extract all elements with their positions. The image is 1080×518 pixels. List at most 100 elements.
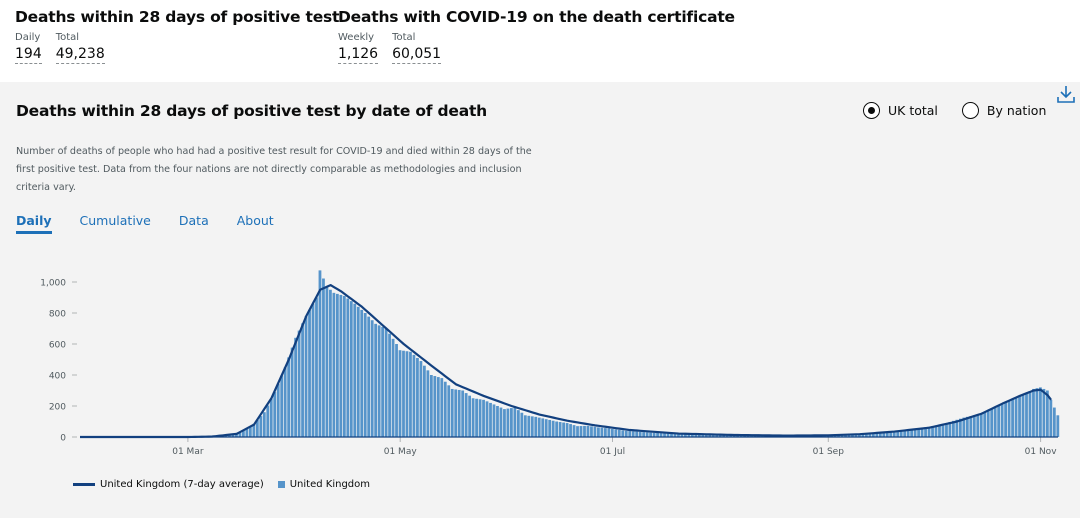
daily-deaths-bar — [948, 421, 952, 437]
daily-deaths-bar — [579, 426, 583, 437]
deaths-chart: 0 200 400 600 800 1,000 01 Mar 01 May 01 Jul 01 S… — [0, 252, 1080, 492]
daily-deaths-bar — [725, 435, 729, 437]
daily-deaths-bar — [603, 428, 607, 437]
tab-cumulative[interactable]: Cumulative — [79, 213, 151, 228]
radio-uk-total[interactable]: UK total — [863, 102, 938, 119]
daily-deaths-bar — [889, 431, 893, 437]
daily-deaths-bar — [255, 419, 259, 437]
metric-label: Total — [55, 32, 80, 43]
daily-deaths-bar — [489, 402, 492, 437]
summary-block-death-certificate: Deaths with COVID-19 on the death certif… — [338, 8, 735, 64]
tab-daily[interactable]: Daily — [16, 213, 52, 234]
daily-deaths-bar — [861, 434, 865, 437]
daily-deaths-bar — [899, 430, 903, 437]
daily-deaths-bar — [537, 417, 541, 438]
daily-deaths-bar — [238, 431, 242, 437]
radio-selected-icon[interactable] — [863, 102, 880, 119]
legend-item-average[interactable]: United Kingdom (7-day average) — [73, 479, 264, 490]
daily-deaths-bar — [325, 286, 329, 437]
daily-deaths-bar — [621, 430, 625, 437]
radio-unselected-icon[interactable] — [961, 102, 979, 119]
daily-deaths-bar — [409, 351, 412, 437]
daily-deaths-bar — [865, 433, 868, 437]
daily-deaths-bar — [938, 424, 941, 437]
daily-deaths-bar — [1056, 415, 1060, 437]
daily-deaths-bar — [468, 395, 472, 437]
metric-total: Total 60,051 — [392, 32, 442, 64]
summary-metrics: Weekly 1,126 Total 60,051 — [338, 32, 735, 64]
daily-deaths-bar — [878, 432, 882, 437]
legend-item-daily[interactable]: United Kingdom — [277, 479, 370, 490]
daily-deaths-bar — [252, 423, 256, 437]
chart-svg: 0 200 400 600 800 1,000 01 Mar 01 May 01 Jul 01 S… — [40, 270, 1060, 457]
tab-data[interactable]: Data — [178, 213, 209, 228]
chart-legend: United Kingdom (7-day average) United Ki… — [73, 479, 370, 490]
y-tick-label: 600 — [49, 341, 66, 351]
daily-deaths-bar — [882, 432, 886, 437]
daily-deaths-bar — [607, 428, 611, 437]
daily-deaths-bar — [958, 418, 962, 437]
daily-deaths-bar — [436, 377, 440, 437]
daily-deaths-bar — [492, 404, 496, 437]
daily-deaths-bar — [516, 410, 520, 437]
tab-about[interactable]: About — [236, 213, 274, 228]
daily-deaths-bar — [443, 381, 447, 437]
daily-deaths-bar — [374, 323, 378, 437]
daily-deaths-bar — [447, 385, 451, 437]
y-tick-label: 1,000 — [40, 279, 66, 289]
daily-deaths-bar — [617, 429, 621, 437]
daily-deaths-bar — [329, 289, 332, 437]
daily-deaths-bar — [405, 351, 409, 437]
legend-label: United Kingdom — [289, 479, 370, 490]
daily-deaths-bar — [642, 432, 646, 437]
metric-daily: Daily 194 — [15, 32, 42, 64]
daily-deaths-bar — [370, 320, 374, 437]
daily-deaths-bar — [520, 412, 524, 437]
daily-deaths-bar — [656, 432, 659, 437]
y-tick-label: 200 — [49, 403, 66, 413]
radio-by-nation[interactable]: By nation — [961, 102, 1046, 119]
daily-deaths-bar — [941, 423, 945, 437]
summary-title: Deaths within 28 days of positive test — [15, 8, 340, 26]
daily-deaths-bar — [339, 294, 343, 437]
daily-deaths-bar — [945, 423, 948, 437]
daily-deaths-bar — [384, 328, 388, 437]
daily-deaths-bar — [308, 309, 311, 437]
daily-deaths-bar — [711, 434, 715, 437]
daily-deaths-bar — [597, 427, 600, 437]
daily-deaths-bar — [349, 301, 353, 437]
metric-value[interactable]: 1,126 — [338, 46, 379, 64]
daily-deaths-bar — [262, 412, 266, 437]
daily-deaths-bar — [847, 434, 851, 437]
metric-value[interactable]: 60,051 — [392, 46, 442, 64]
daily-deaths-bar — [986, 410, 990, 437]
daily-deaths-bar — [969, 416, 973, 437]
metric-value[interactable]: 194 — [15, 46, 42, 64]
daily-deaths-bar — [363, 313, 367, 437]
daily-deaths-bar — [1004, 402, 1008, 438]
daily-deaths-bar — [910, 429, 914, 437]
daily-deaths-bar — [1049, 399, 1053, 437]
daily-deaths-bar — [475, 398, 478, 437]
chart-tabs: Daily Cumulative Data About — [16, 213, 274, 234]
daily-deaths-bar — [927, 426, 931, 437]
daily-deaths-bar — [631, 431, 635, 437]
download-icon[interactable] — [1054, 82, 1078, 106]
daily-deaths-bar — [924, 427, 927, 437]
daily-deaths-bar — [1045, 390, 1049, 437]
daily-deaths-bar — [628, 431, 632, 437]
area-radio-group: UK total By nation — [863, 102, 1046, 119]
legend-square-icon — [277, 481, 285, 488]
daily-deaths-bar — [583, 425, 586, 437]
daily-deaths-bar — [231, 434, 235, 437]
metric-label: Total — [392, 32, 416, 43]
daily-deaths-bar — [690, 434, 694, 437]
daily-deaths-bar — [558, 422, 562, 437]
daily-deaths-bar — [440, 378, 444, 437]
daily-deaths-bar — [388, 333, 391, 437]
daily-deaths-bar — [638, 431, 642, 437]
daily-deaths-bar — [972, 415, 976, 437]
headline-summary: Deaths within 28 days of positive test D… — [0, 6, 1080, 82]
daily-deaths-bar — [541, 418, 545, 437]
metric-value[interactable]: 49,238 — [55, 46, 105, 64]
